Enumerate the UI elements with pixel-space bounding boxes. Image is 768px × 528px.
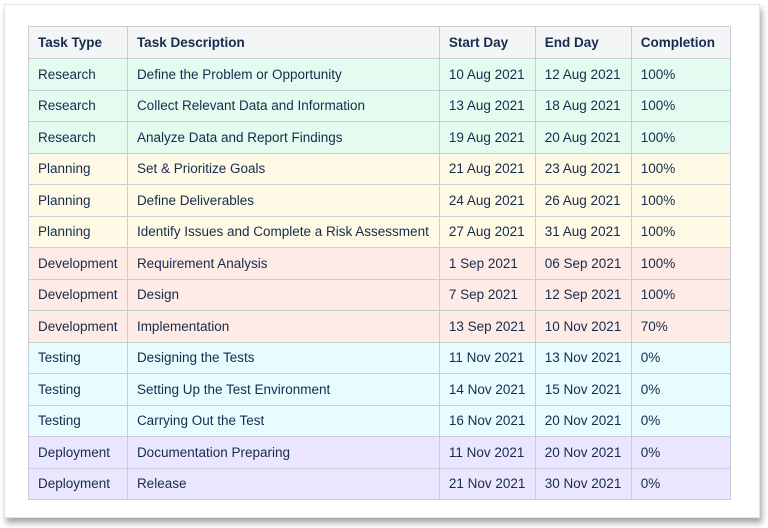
cell-task-type: Research bbox=[28, 121, 128, 154]
cell-start-day: 13 Sep 2021 bbox=[438, 310, 536, 343]
cell-completion: 0% bbox=[630, 404, 732, 437]
cell-completion: 0% bbox=[630, 436, 732, 469]
table-row: Planning Set & Prioritize Goals 21 Aug 202… bbox=[28, 152, 732, 185]
cell-task-type: Development bbox=[28, 278, 128, 311]
cell-task-description: Design bbox=[126, 278, 440, 311]
cell-start-day: 27 Aug 2021 bbox=[438, 215, 536, 248]
cell-end-day: 31 Aug 2021 bbox=[534, 215, 632, 248]
cell-start-day: 11 Nov 2021 bbox=[438, 341, 536, 374]
cell-task-description: Requirement Analysis bbox=[126, 247, 440, 280]
table-row: Deployment Release 21 Nov 2021 30 Nov 2021 0… bbox=[28, 467, 732, 500]
cell-completion: 0% bbox=[630, 373, 732, 406]
cell-task-type: Deployment bbox=[28, 436, 128, 469]
cell-start-day: 19 Aug 2021 bbox=[438, 121, 536, 154]
cell-task-description: Collect Relevant Data and Information bbox=[126, 89, 440, 122]
cell-end-day: 15 Nov 2021 bbox=[534, 373, 632, 406]
cell-start-day: 10 Aug 2021 bbox=[438, 58, 536, 91]
cell-start-day: 21 Aug 2021 bbox=[438, 152, 536, 185]
cell-end-day: 20 Nov 2021 bbox=[534, 404, 632, 437]
table-row: Research Define the Problem or Opportunit… bbox=[28, 58, 732, 91]
cell-start-day: 11 Nov 2021 bbox=[438, 436, 536, 469]
table-row: Development Requirement Analysis 1 Sep 202… bbox=[28, 247, 732, 280]
cell-task-description: Release bbox=[126, 467, 440, 500]
table-row: Development Design 7 Sep 2021 12 Sep 2021 10… bbox=[28, 278, 732, 311]
header-task-type: Task Type bbox=[28, 26, 128, 59]
header-start-day: Start Day bbox=[438, 26, 536, 59]
cell-task-type: Testing bbox=[28, 404, 128, 437]
cell-task-description: Define the Problem or Opportunity bbox=[126, 58, 440, 91]
cell-completion: 100% bbox=[630, 184, 732, 217]
cell-end-day: 26 Aug 2021 bbox=[534, 184, 632, 217]
cell-end-day: 23 Aug 2021 bbox=[534, 152, 632, 185]
cell-task-description: Identify Issues and Complete a Risk Asse… bbox=[126, 215, 440, 248]
cell-task-type: Planning bbox=[28, 184, 128, 217]
table-card: Task Type Task Description Start Day End… bbox=[4, 4, 760, 518]
cell-task-description: Designing the Tests bbox=[126, 341, 440, 374]
cell-task-type: Research bbox=[28, 58, 128, 91]
cell-end-day: 18 Aug 2021 bbox=[534, 89, 632, 122]
cell-end-day: 10 Nov 2021 bbox=[534, 310, 632, 343]
cell-end-day: 30 Nov 2021 bbox=[534, 467, 632, 500]
cell-completion: 0% bbox=[630, 467, 732, 500]
cell-completion: 100% bbox=[630, 247, 732, 280]
table-row: Planning Identify Issues and Complete a R… bbox=[28, 215, 732, 248]
header-end-day: End Day bbox=[534, 26, 632, 59]
cell-completion: 0% bbox=[630, 341, 732, 374]
cell-task-description: Setting Up the Test Environment bbox=[126, 373, 440, 406]
header-task-description: Task Description bbox=[126, 26, 440, 59]
cell-task-type: Research bbox=[28, 89, 128, 122]
table-row: Development Implementation 13 Sep 2021 10 N… bbox=[28, 310, 732, 343]
table-row: Testing Setting Up the Test Environment 14… bbox=[28, 373, 732, 406]
table-row: Deployment Documentation Preparing 11 Nov … bbox=[28, 436, 732, 469]
cell-task-type: Deployment bbox=[28, 467, 128, 500]
cell-end-day: 06 Sep 2021 bbox=[534, 247, 632, 280]
cell-task-description: Analyze Data and Report Findings bbox=[126, 121, 440, 154]
cell-completion: 100% bbox=[630, 58, 732, 91]
cell-task-type: Testing bbox=[28, 373, 128, 406]
cell-completion: 100% bbox=[630, 121, 732, 154]
header-row: Task Type Task Description Start Day End… bbox=[28, 26, 732, 59]
cell-task-description: Set & Prioritize Goals bbox=[126, 152, 440, 185]
header-completion: Completion bbox=[630, 26, 732, 59]
cell-completion: 100% bbox=[630, 152, 732, 185]
cell-end-day: 20 Nov 2021 bbox=[534, 436, 632, 469]
cell-start-day: 24 Aug 2021 bbox=[438, 184, 536, 217]
cell-end-day: 12 Aug 2021 bbox=[534, 58, 632, 91]
table-row: Testing Designing the Tests 11 Nov 2021 13 … bbox=[28, 341, 732, 374]
cell-task-description: Implementation bbox=[126, 310, 440, 343]
cell-start-day: 1 Sep 2021 bbox=[438, 247, 536, 280]
cell-start-day: 7 Sep 2021 bbox=[438, 278, 536, 311]
cell-task-type: Development bbox=[28, 310, 128, 343]
cell-task-description: Carrying Out the Test bbox=[126, 404, 440, 437]
cell-end-day: 20 Aug 2021 bbox=[534, 121, 632, 154]
cell-end-day: 13 Nov 2021 bbox=[534, 341, 632, 374]
table-row: Research Collect Relevant Data and Inform… bbox=[28, 89, 732, 122]
table-row: Research Analyze Data and Report Findings… bbox=[28, 121, 732, 154]
cell-end-day: 12 Sep 2021 bbox=[534, 278, 632, 311]
table-row: Planning Define Deliverables 24 Aug 2021 26… bbox=[28, 184, 732, 217]
cell-start-day: 13 Aug 2021 bbox=[438, 89, 536, 122]
cell-task-type: Development bbox=[28, 247, 128, 280]
cell-completion: 100% bbox=[630, 278, 732, 311]
cell-start-day: 14 Nov 2021 bbox=[438, 373, 536, 406]
cell-completion: 70% bbox=[630, 310, 732, 343]
cell-completion: 100% bbox=[630, 215, 732, 248]
cell-task-type: Testing bbox=[28, 341, 128, 374]
cell-task-type: Planning bbox=[28, 152, 128, 185]
task-table: Task Type Task Description Start Day End… bbox=[28, 26, 732, 500]
cell-start-day: 21 Nov 2021 bbox=[438, 467, 536, 500]
cell-task-type: Planning bbox=[28, 215, 128, 248]
cell-completion: 100% bbox=[630, 89, 732, 122]
table-row: Testing Carrying Out the Test 16 Nov 2021 2… bbox=[28, 404, 732, 437]
cell-task-description: Documentation Preparing bbox=[126, 436, 440, 469]
cell-task-description: Define Deliverables bbox=[126, 184, 440, 217]
cell-start-day: 16 Nov 2021 bbox=[438, 404, 536, 437]
